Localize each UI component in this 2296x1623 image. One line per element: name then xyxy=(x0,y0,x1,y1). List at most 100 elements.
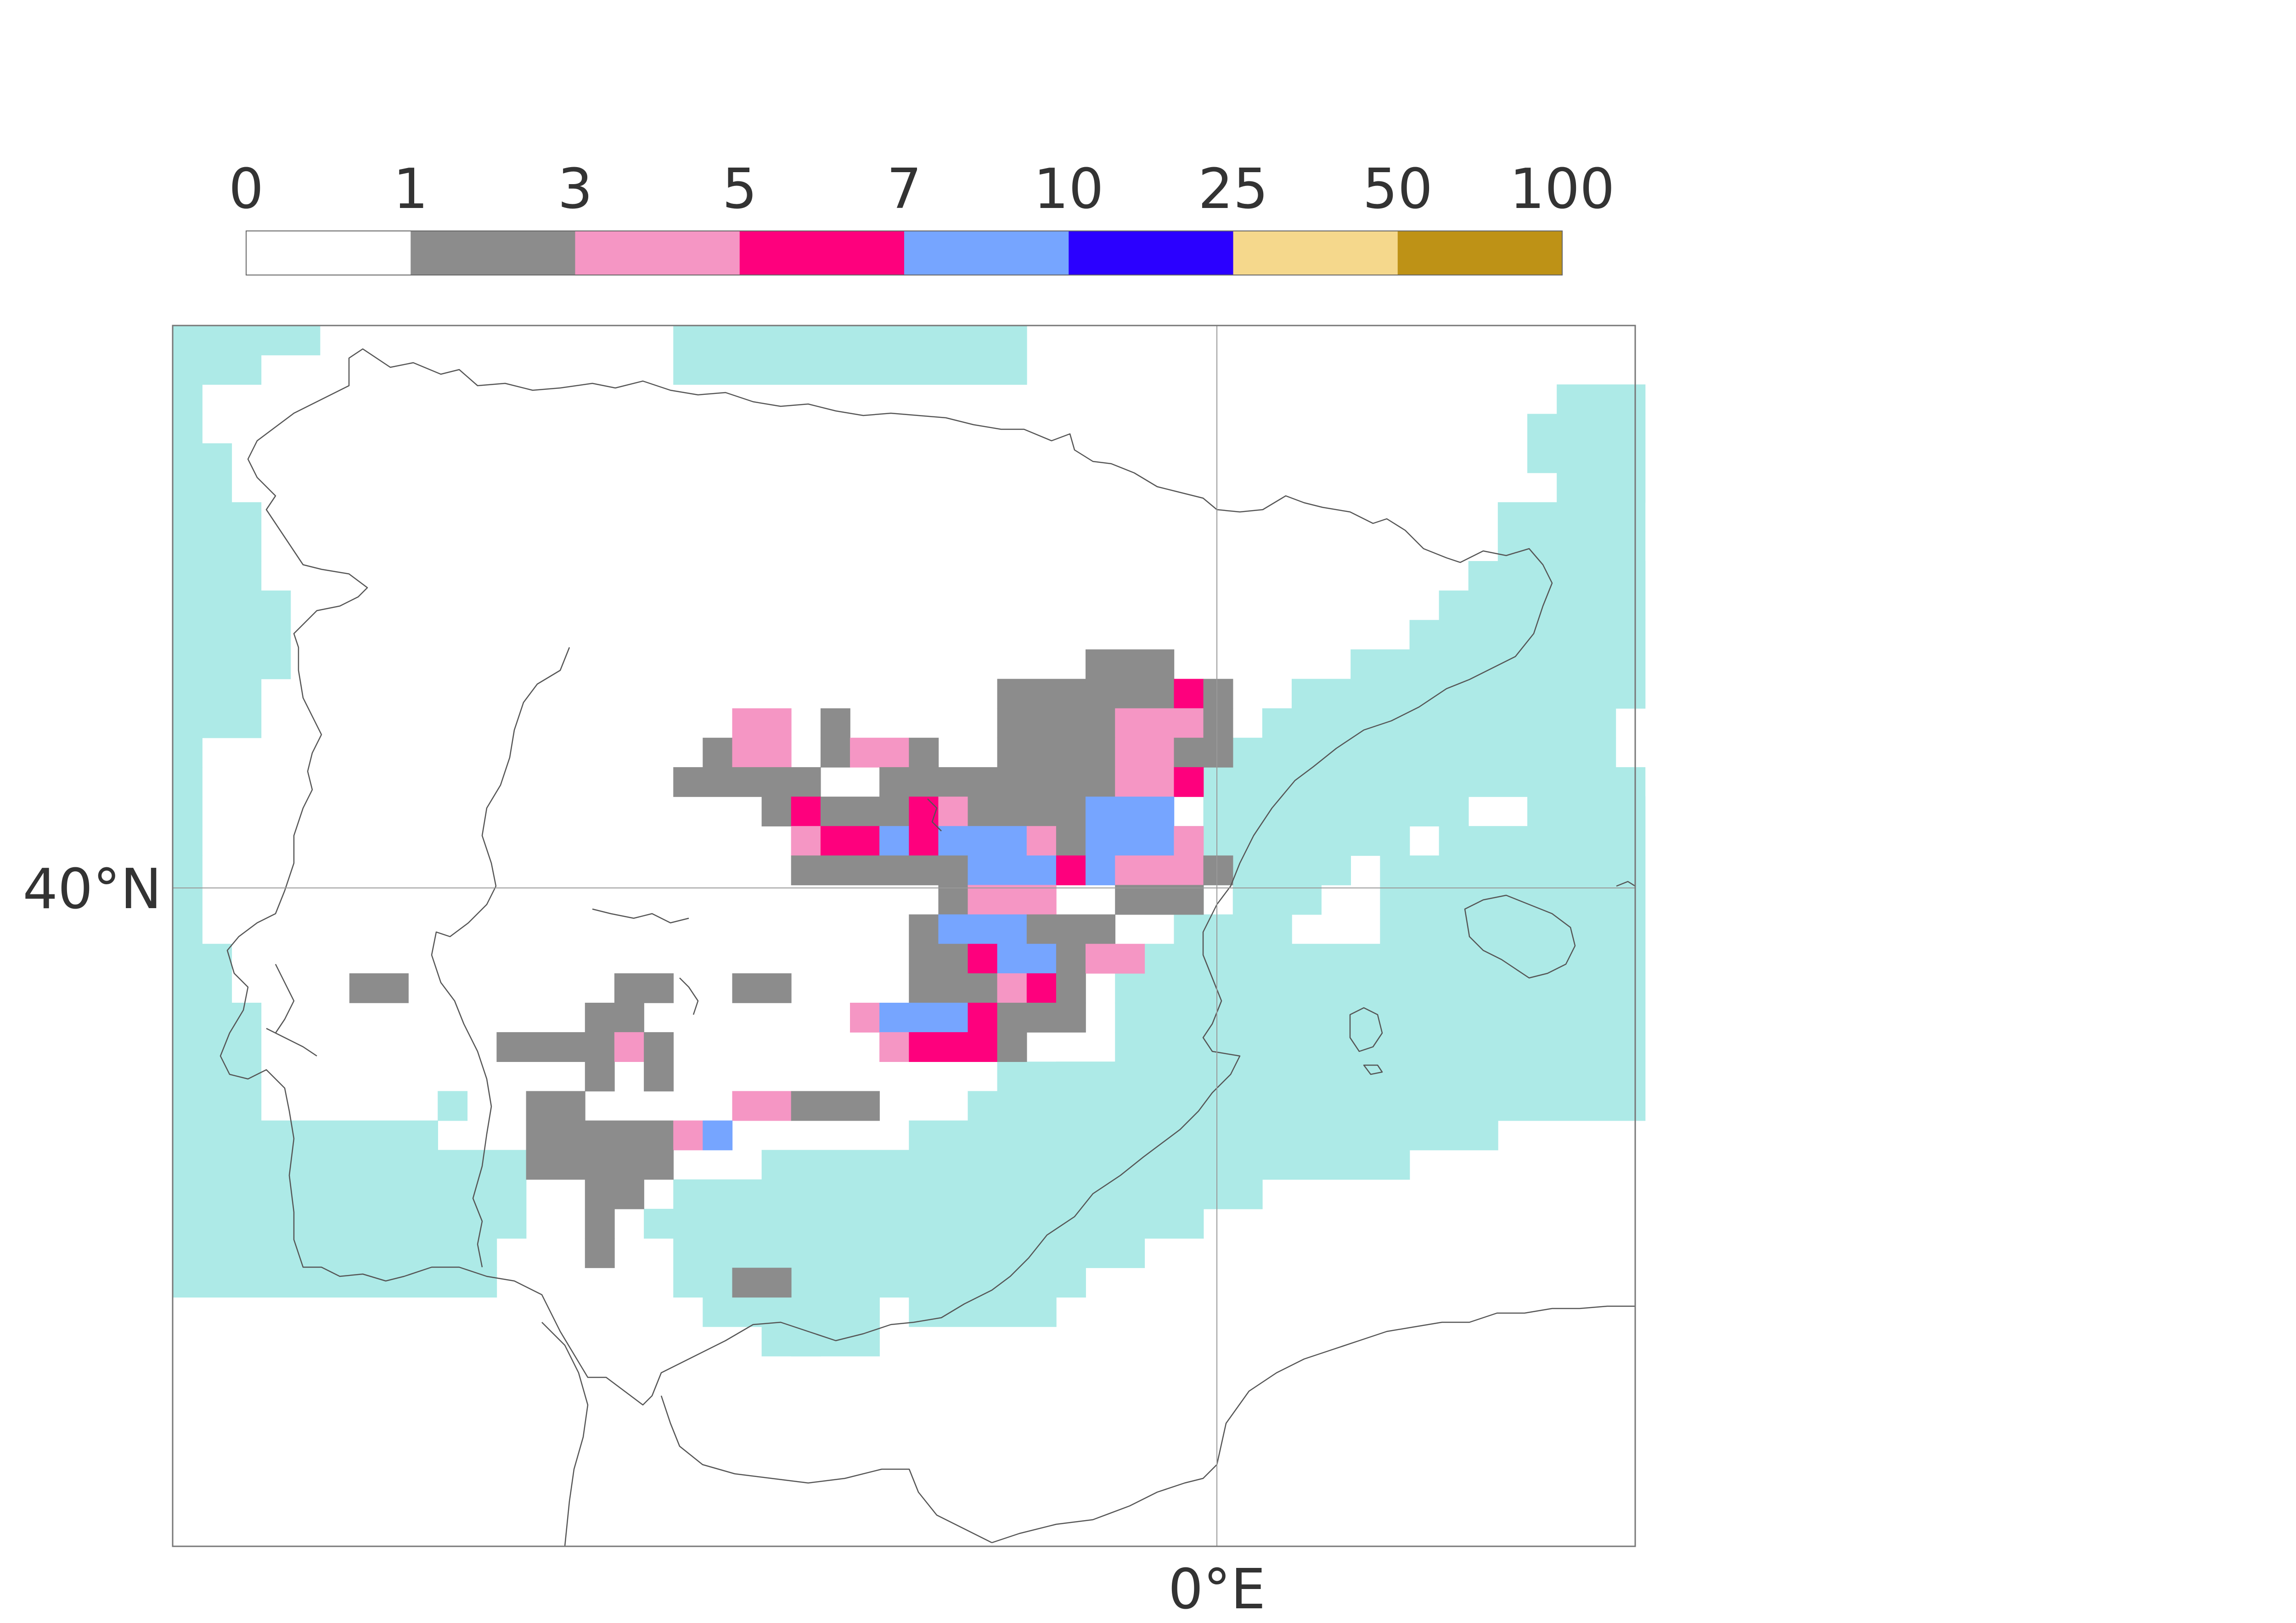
ocean-cell xyxy=(1380,914,1646,944)
data-cell xyxy=(732,708,792,738)
ocean-cell xyxy=(1497,531,1646,562)
ocean-cell xyxy=(1527,797,1646,826)
data-cell xyxy=(703,1120,733,1151)
colorbar-legend: 0 1 3 5 7 10 25 50 100 xyxy=(229,157,1615,275)
ocean-cell xyxy=(644,1208,1204,1239)
data-cell xyxy=(968,855,1057,886)
coastline-segment xyxy=(991,1305,1635,1544)
data-cell xyxy=(879,1032,909,1062)
data-cell xyxy=(1056,943,1086,974)
data-cell xyxy=(585,1061,615,1092)
coastline-segment xyxy=(541,1322,589,1547)
data-cell xyxy=(732,1091,792,1121)
data-cell xyxy=(585,1003,644,1033)
data-cell xyxy=(1026,914,1115,944)
data-cell xyxy=(585,1208,615,1239)
ocean-cell xyxy=(173,590,291,621)
ocean-cell xyxy=(1557,384,1646,415)
data-cell xyxy=(909,1032,998,1062)
ocean-cell xyxy=(1380,885,1646,915)
ocean-cell xyxy=(173,914,203,944)
data-cell xyxy=(879,826,909,856)
data-cell xyxy=(968,943,998,974)
colorbar-bin xyxy=(1233,231,1398,275)
data-cell xyxy=(938,885,968,915)
data-cell xyxy=(997,943,1057,974)
data-cell xyxy=(968,1003,998,1033)
data-cell xyxy=(1174,708,1204,738)
coastline-segment xyxy=(592,908,689,924)
latitude-label: 40°N xyxy=(23,858,162,921)
colorbar-tick-label: 5 xyxy=(722,157,757,221)
coastline-segment xyxy=(266,1028,317,1057)
data-cell xyxy=(1115,885,1204,915)
data-cell xyxy=(938,914,1027,944)
coastline-segment xyxy=(679,977,699,1015)
ocean-cell xyxy=(173,737,203,768)
colorbar-bin xyxy=(904,231,1069,275)
data-cell xyxy=(997,1032,1027,1062)
data-cell xyxy=(1174,679,1204,709)
ocean-cell xyxy=(438,1091,468,1121)
data-cell xyxy=(909,737,939,768)
coastline-segment xyxy=(927,798,942,831)
colorbar-bin xyxy=(575,231,740,275)
ocean-cell xyxy=(1497,502,1646,532)
data-cell xyxy=(938,826,1027,856)
colorbar-frame xyxy=(246,230,1563,275)
ocean-cell xyxy=(1527,414,1646,444)
data-cell xyxy=(644,1032,674,1062)
data-cell xyxy=(673,767,821,797)
data-cell xyxy=(879,767,998,797)
ocean-cell xyxy=(173,797,203,826)
ocean-cell xyxy=(1203,767,1646,797)
ocean-cell xyxy=(173,443,232,473)
map-frame xyxy=(172,325,1636,1547)
ocean-mask xyxy=(173,326,1646,1357)
colorbar-tick-labels: 0 1 3 5 7 10 25 50 100 xyxy=(229,157,1615,221)
ocean-cell xyxy=(1380,855,1646,886)
data-cell xyxy=(909,826,939,856)
colorbar-bin xyxy=(411,231,575,275)
colorbar-bin xyxy=(1069,231,1233,275)
ocean-cell xyxy=(173,826,203,856)
ocean-cell xyxy=(173,355,262,385)
colorbar-tick-label: 25 xyxy=(1198,157,1268,221)
longitude-label: 0°E xyxy=(1168,1558,1266,1622)
ocean-cell xyxy=(673,326,1027,385)
ocean-cell xyxy=(173,679,262,709)
colorbar-tick-label: 7 xyxy=(887,157,922,221)
data-cell xyxy=(997,973,1027,1003)
ocean-cell xyxy=(909,1297,1057,1327)
ocean-cell xyxy=(1291,679,1646,709)
ocean-cell xyxy=(1439,826,1528,856)
data-cell xyxy=(1115,855,1204,886)
data-cell xyxy=(1115,708,1175,738)
ocean-cell xyxy=(173,472,232,503)
colorbar-tick-label: 1 xyxy=(393,157,428,221)
ocean-cell xyxy=(173,1091,262,1121)
ocean-cell xyxy=(173,326,321,355)
ocean-cell xyxy=(1262,708,1616,738)
map-panel xyxy=(172,325,1646,1547)
ocean-cell xyxy=(1232,885,1322,915)
colorbar-bins xyxy=(246,231,1563,275)
ocean-cell xyxy=(173,1150,527,1180)
data-cell xyxy=(1026,973,1057,1003)
data-cell xyxy=(791,826,821,856)
data-cell xyxy=(496,1032,615,1062)
data-cell xyxy=(732,1268,792,1298)
ocean-cell xyxy=(173,531,262,562)
data-cell xyxy=(850,737,910,768)
ocean-cell xyxy=(1174,914,1292,944)
data-cell xyxy=(1174,737,1204,768)
ocean-cell xyxy=(173,649,291,680)
data-cell xyxy=(1056,973,1086,1003)
ocean-cell xyxy=(673,1179,1263,1209)
data-cell xyxy=(526,1150,674,1180)
data-cell xyxy=(997,767,1115,797)
ocean-cell xyxy=(1203,797,1469,826)
data-cell xyxy=(526,1120,674,1151)
ocean-cell xyxy=(173,767,203,797)
ocean-cell xyxy=(909,1268,1086,1298)
